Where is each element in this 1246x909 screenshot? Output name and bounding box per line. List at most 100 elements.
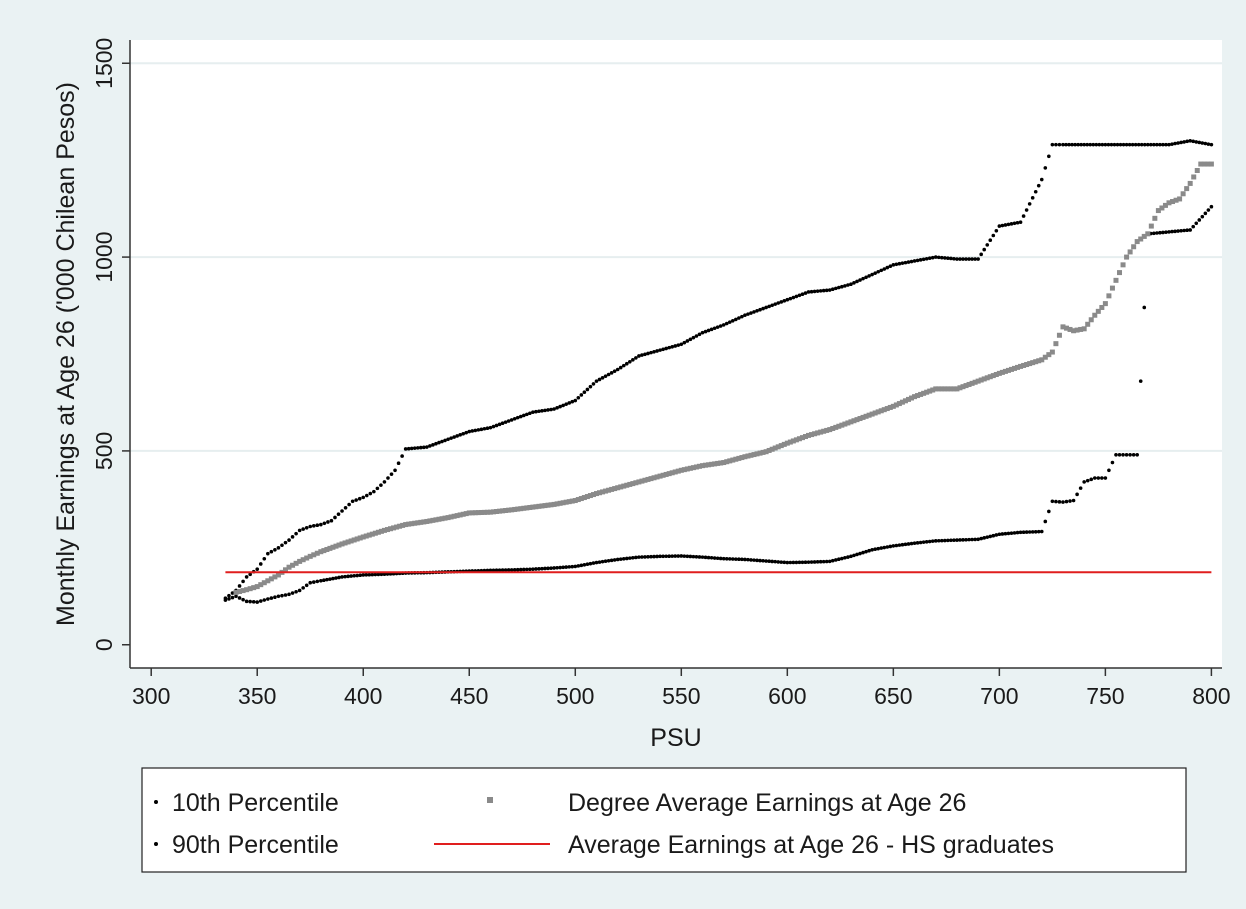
percentile-point: [258, 599, 263, 603]
percentile-point: [946, 256, 950, 260]
percentile-point: [803, 560, 808, 565]
degree-average-point: [566, 499, 572, 505]
degree-average-point: [824, 427, 830, 433]
percentile-point: [918, 540, 923, 545]
percentile-point: [1015, 530, 1020, 535]
percentile-point: [315, 579, 320, 584]
degree-average-point: [384, 527, 390, 533]
percentile-point: [809, 560, 814, 564]
percentile-point: [952, 256, 956, 261]
percentile-point: [443, 438, 447, 443]
degree-average-point: [597, 490, 603, 496]
degree-average-point: [1085, 321, 1091, 327]
degree-average-point: [636, 479, 642, 485]
degree-average-point: [324, 546, 330, 552]
degree-average-point: [1102, 301, 1108, 307]
percentile-point: [1047, 154, 1051, 159]
percentile-point: [970, 537, 974, 542]
percentile-point: [961, 257, 965, 261]
percentile-point: [955, 257, 959, 261]
degree-average-point: [654, 474, 660, 480]
series-90th-percentile: [223, 138, 1214, 601]
degree-average-point: [806, 432, 812, 438]
degree-average-point: [1005, 367, 1011, 373]
degree-average-point: [445, 515, 451, 521]
degree-average-point: [821, 428, 827, 434]
percentile-point: [361, 573, 366, 577]
percentile-point: [585, 387, 590, 392]
degree-average-point: [1071, 328, 1077, 334]
percentile-point: [570, 399, 575, 404]
degree-average-point: [572, 498, 578, 504]
percentile-point: [479, 427, 484, 432]
percentile-point: [628, 359, 632, 364]
data-marks: [223, 138, 1214, 604]
percentile-point: [1076, 142, 1080, 147]
degree-average-point: [366, 532, 372, 538]
percentile-point: [634, 555, 638, 560]
percentile-point: [1021, 214, 1026, 218]
degree-average-point: [451, 513, 457, 519]
percentile-point: [624, 361, 629, 366]
degree-average-point: [887, 404, 893, 410]
degree-average-point: [960, 384, 966, 390]
degree-average-point: [730, 457, 736, 463]
degree-average-point: [1053, 341, 1059, 347]
degree-average-point: [593, 491, 599, 497]
percentile-point: [262, 557, 267, 561]
percentile-point: [667, 345, 671, 350]
percentile-point: [333, 515, 337, 520]
percentile-point: [1118, 142, 1123, 147]
y-tick-label: 0: [91, 638, 117, 651]
percentile-point: [694, 334, 699, 338]
degree-average-point: [542, 503, 548, 509]
percentile-point: [1033, 189, 1038, 194]
degree-average-point: [839, 422, 845, 428]
percentile-point: [1082, 480, 1086, 484]
percentile-point: [1043, 166, 1048, 170]
percentile-point: [567, 401, 572, 405]
percentile-point: [885, 545, 890, 549]
degree-average-point: [893, 402, 899, 408]
x-tick-label: 800: [1192, 683, 1230, 709]
percentile-point: [706, 555, 711, 560]
degree-average-point: [645, 476, 651, 482]
percentile-point: [350, 499, 355, 504]
percentile-point: [1039, 529, 1044, 534]
percentile-point: [855, 279, 859, 284]
percentile-point: [434, 441, 438, 446]
percentile-point: [940, 255, 944, 260]
degree-average-point: [1170, 199, 1176, 205]
percentile-point: [297, 588, 302, 593]
degree-average-point: [1033, 359, 1039, 365]
degree-average-point: [1184, 186, 1190, 192]
degree-average-point: [378, 528, 384, 534]
percentile-point: [503, 568, 508, 572]
degree-average-point: [261, 580, 267, 586]
degree-average-point: [948, 386, 954, 392]
degree-average-point: [642, 477, 648, 483]
percentile-point: [579, 563, 584, 568]
degree-average-point: [924, 389, 930, 395]
percentile-point: [518, 414, 523, 419]
percentile-point: [582, 390, 587, 395]
percentile-point: [761, 558, 765, 563]
percentile-point: [322, 521, 327, 526]
percentile-point: [558, 565, 562, 570]
degree-average-point: [815, 430, 821, 436]
degree-average-point: [718, 460, 724, 466]
x-axis-title: PSU: [650, 724, 701, 752]
percentile-point: [697, 555, 702, 559]
degree-average-point: [760, 449, 766, 455]
percentile-point: [930, 539, 935, 543]
percentile-point: [933, 255, 938, 259]
percentile-point: [422, 445, 426, 450]
percentile-point: [628, 556, 632, 560]
x-tick-label: 500: [556, 683, 594, 709]
percentile-point: [329, 518, 334, 523]
degree-average-point: [748, 452, 754, 458]
percentile-point: [543, 566, 547, 571]
percentile-point: [248, 572, 252, 577]
percentile-point: [682, 340, 687, 345]
percentile-point: [588, 561, 593, 566]
